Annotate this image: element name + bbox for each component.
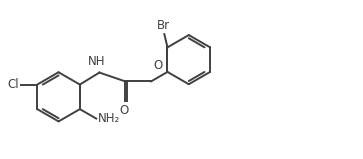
Text: NH: NH: [88, 55, 106, 68]
Text: NH₂: NH₂: [98, 112, 121, 125]
Text: O: O: [153, 59, 162, 72]
Text: Br: Br: [157, 19, 170, 32]
Text: Cl: Cl: [7, 78, 19, 91]
Text: O: O: [119, 104, 128, 117]
